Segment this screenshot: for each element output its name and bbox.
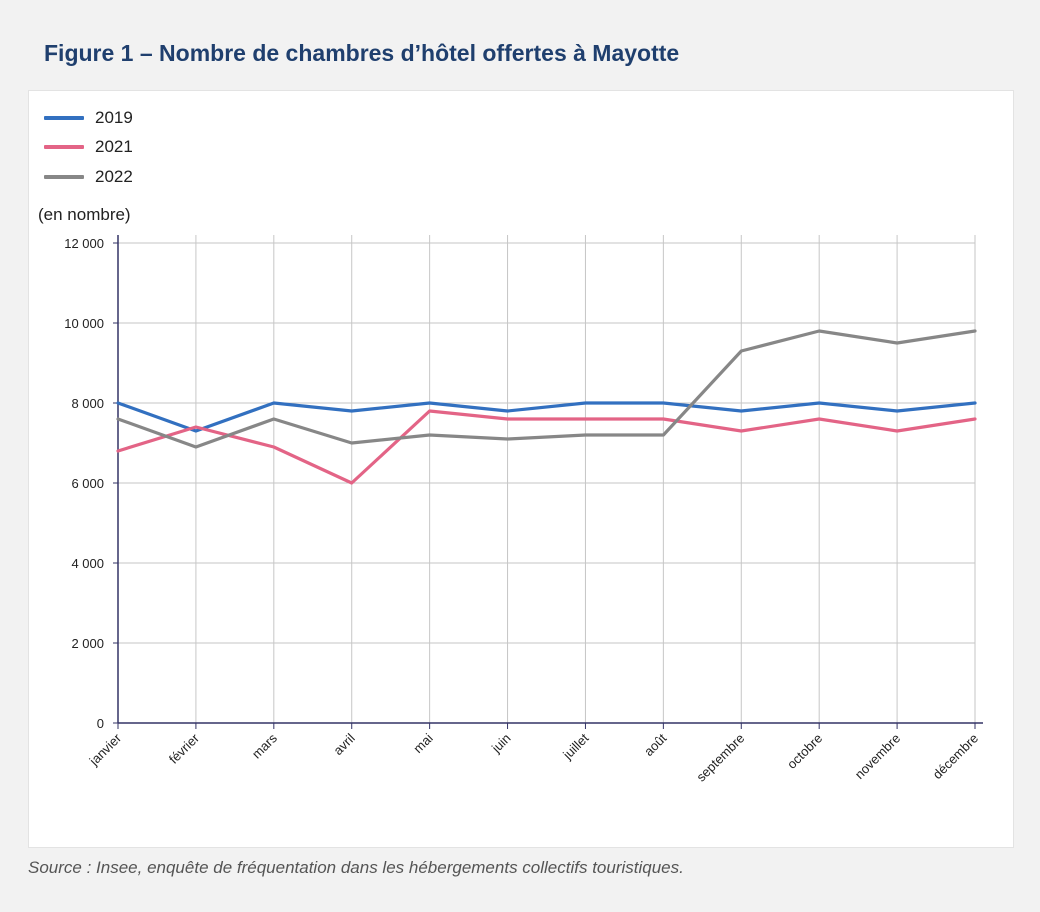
y-tick-label: 2 000 — [71, 636, 104, 651]
legend-item-2022: 2022 — [44, 162, 133, 192]
series-line-2021 — [116, 409, 977, 485]
legend-item-2021: 2021 — [44, 133, 133, 163]
x-tick-label: juin — [488, 731, 514, 757]
chart-title: Figure 1 – Nombre de chambres d’hôtel of… — [44, 40, 680, 66]
y-tick-label: 6 000 — [71, 476, 104, 491]
x-tick-label: mai — [410, 730, 435, 755]
chart-panel — [28, 90, 1014, 848]
legend-label: 2019 — [95, 107, 133, 127]
legend-label: 2021 — [95, 137, 133, 157]
x-tick-label: février — [166, 730, 203, 767]
y-tick-label: 0 — [97, 716, 104, 731]
y-axis-unit-label: (en nombre) — [38, 205, 131, 224]
x-tick-label: avril — [330, 730, 358, 758]
series-line-2019 — [116, 401, 977, 433]
x-tick-label: octobre — [784, 731, 825, 772]
y-tick-label: 12 000 — [64, 236, 104, 251]
legend-swatch — [44, 174, 84, 179]
legend-label: 2022 — [95, 166, 133, 186]
x-tick-label: décembre — [930, 731, 981, 782]
x-tick-label: janvier — [86, 730, 125, 769]
x-tick-label: novembre — [852, 731, 903, 782]
y-tick-label: 10 000 — [64, 316, 104, 331]
series-line-2022 — [116, 329, 977, 449]
legend: 2019 2021 2022 — [44, 103, 133, 192]
source-note: Source : Insee, enquête de fréquentation… — [28, 858, 684, 877]
legend-item-2019: 2019 — [44, 103, 133, 133]
y-tick-label: 8 000 — [71, 396, 104, 411]
x-tick-label: septembre — [693, 731, 747, 785]
y-tick-label: 4 000 — [71, 556, 104, 571]
legend-swatch — [44, 115, 84, 120]
legend-swatch — [44, 145, 84, 150]
x-tick-label: août — [641, 730, 670, 759]
x-tick-label: mars — [249, 730, 280, 761]
x-tick-label: juillet — [559, 730, 592, 763]
